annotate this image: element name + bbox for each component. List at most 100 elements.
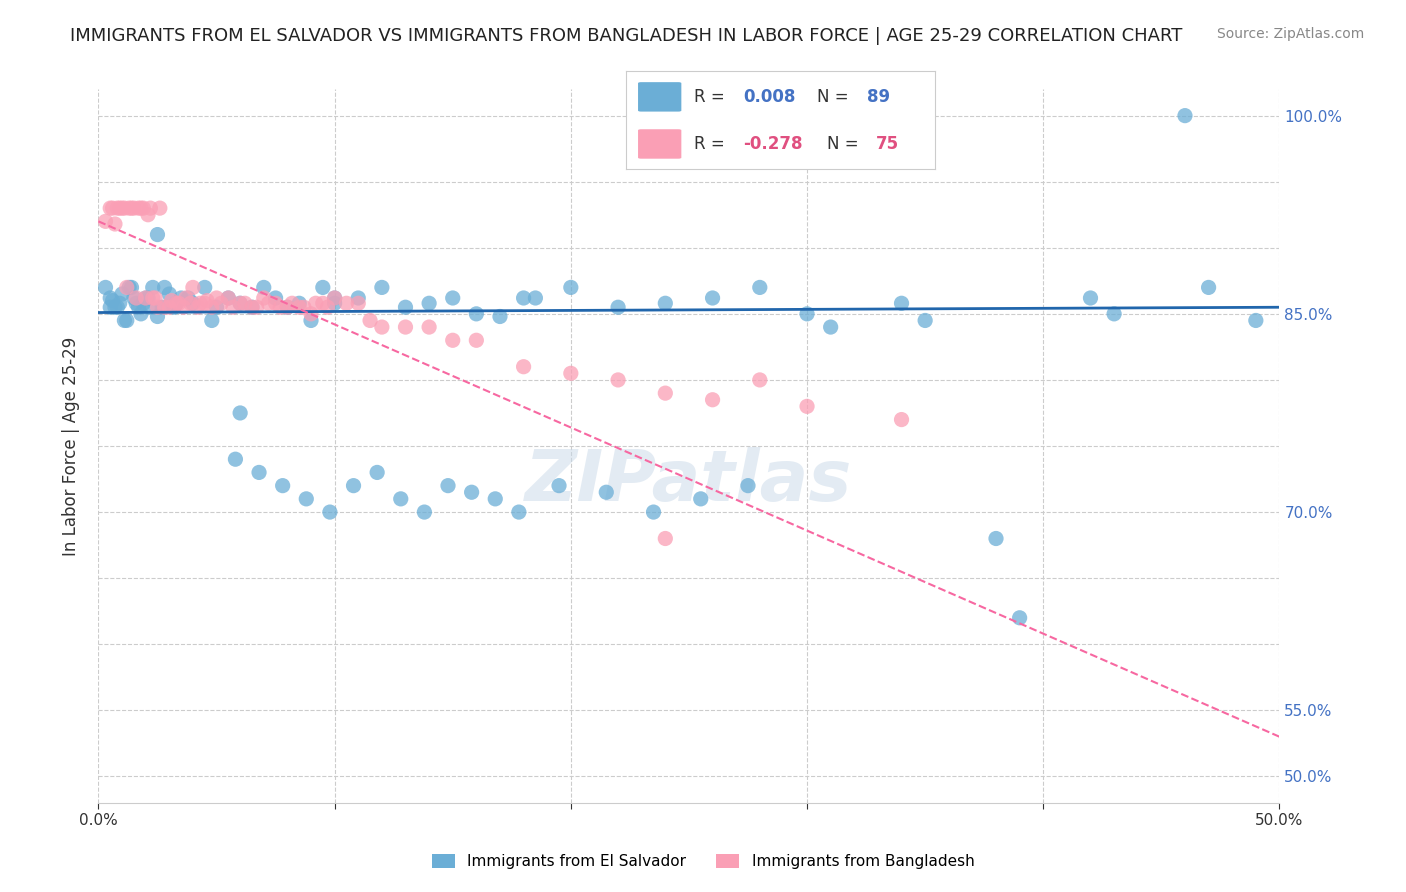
Point [465, 333, 488, 347]
Point [174, 291, 197, 305]
Point [111, 201, 134, 215]
Point [201, 313, 224, 327]
Point [143, 291, 166, 305]
Point [418, 320, 440, 334]
Point [292, 300, 315, 314]
Point [187, 300, 209, 314]
Point [157, 287, 180, 301]
Point [112, 313, 135, 327]
Point [172, 300, 194, 314]
Point [194, 280, 217, 294]
Y-axis label: In Labor Force | Age 25-29: In Labor Force | Age 25-29 [62, 336, 80, 556]
Point [229, 296, 252, 310]
Point [205, 291, 228, 305]
Point [142, 291, 165, 305]
Text: -0.278: -0.278 [744, 135, 803, 153]
Point [820, 320, 842, 334]
Point [984, 532, 1007, 546]
Point [115, 313, 138, 327]
Point [115, 280, 138, 294]
Point [101, 201, 124, 215]
Point [181, 296, 204, 310]
Point [104, 300, 127, 314]
Point [689, 491, 711, 506]
Point [132, 296, 155, 310]
Point [112, 201, 135, 215]
Point [94, 280, 117, 294]
Point [316, 300, 339, 314]
Point [129, 201, 152, 215]
Point [247, 466, 270, 480]
Point [98, 300, 121, 314]
Point [607, 300, 630, 314]
Point [323, 291, 346, 305]
Point [394, 320, 416, 334]
Point [524, 291, 547, 305]
Text: 89: 89 [868, 88, 890, 106]
Point [512, 291, 534, 305]
Point [702, 291, 724, 305]
Point [188, 296, 211, 310]
Text: N =: N = [817, 88, 855, 106]
Text: 75: 75 [876, 135, 900, 153]
Point [264, 296, 287, 310]
Point [209, 296, 232, 310]
Point [560, 367, 582, 381]
Point [394, 300, 416, 314]
Point [146, 227, 169, 242]
Point [94, 214, 117, 228]
Point [240, 300, 263, 314]
Point [108, 296, 131, 310]
Point [654, 532, 676, 546]
Point [129, 307, 152, 321]
Point [246, 300, 269, 314]
Point [413, 505, 436, 519]
Point [157, 300, 180, 314]
Point [890, 412, 912, 426]
Point [257, 296, 280, 310]
Point [796, 307, 818, 321]
Point [153, 300, 176, 314]
Point [163, 300, 186, 314]
Point [105, 201, 128, 215]
Point [122, 201, 145, 215]
Point [105, 300, 128, 314]
Point [437, 478, 460, 492]
Point [253, 280, 276, 294]
Point [165, 296, 187, 310]
Point [737, 478, 759, 492]
Point [101, 293, 124, 308]
Point [181, 280, 204, 294]
Point [146, 300, 169, 314]
Point [512, 359, 534, 374]
Point [323, 291, 346, 305]
FancyBboxPatch shape [638, 129, 682, 159]
Point [305, 296, 328, 310]
Point [748, 280, 770, 294]
Point [135, 291, 157, 305]
Point [508, 505, 530, 519]
Point [914, 313, 936, 327]
Point [748, 373, 770, 387]
Point [295, 491, 318, 506]
Text: R =: R = [693, 88, 730, 106]
Point [111, 287, 134, 301]
Point [312, 280, 335, 294]
Point [253, 291, 276, 305]
Point [229, 406, 252, 420]
Point [441, 333, 464, 347]
Point [142, 280, 165, 294]
Point [389, 491, 412, 506]
Point [299, 307, 322, 321]
Point [276, 300, 298, 314]
Point [359, 313, 381, 327]
Point [460, 485, 482, 500]
Point [125, 296, 148, 310]
Point [281, 296, 304, 310]
Point [122, 291, 145, 305]
Point [418, 296, 440, 310]
Text: Source: ZipAtlas.com: Source: ZipAtlas.com [1216, 27, 1364, 41]
Point [264, 291, 287, 305]
Point [217, 291, 239, 305]
Point [654, 386, 676, 401]
